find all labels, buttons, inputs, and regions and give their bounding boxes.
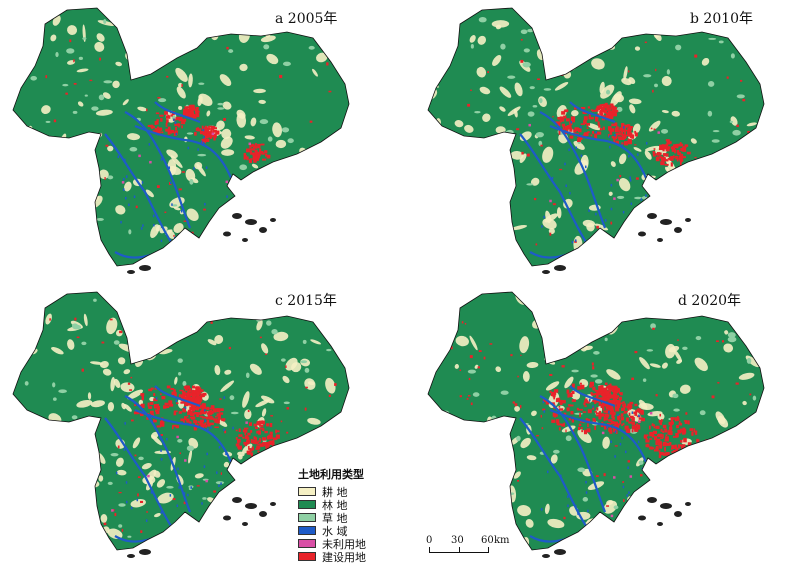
island <box>657 238 663 242</box>
scale-unit: km <box>494 535 510 546</box>
island <box>139 549 151 555</box>
map-panel-2020: d 2020年 <box>420 286 798 566</box>
land-use-map-2005 <box>12 7 350 274</box>
scale-tick-60: 60 <box>481 535 494 546</box>
region-boundary <box>427 7 765 267</box>
island <box>245 219 257 225</box>
legend-title: 土地利用类型 <box>298 468 364 481</box>
island <box>242 522 248 526</box>
legend-label: 耕 地 <box>322 485 348 499</box>
legend-label: 建设用地 <box>322 550 366 564</box>
legend-swatch <box>298 487 316 496</box>
island <box>242 238 248 242</box>
island <box>232 497 242 503</box>
island <box>127 554 135 558</box>
panel-label: c 2015年 <box>275 293 337 309</box>
island <box>674 511 682 517</box>
island <box>232 213 242 219</box>
legend-item-unused: 未利用地 <box>298 537 366 551</box>
island <box>638 231 646 237</box>
panel-label: a 2005年 <box>275 11 338 27</box>
legend-label: 未利用地 <box>322 537 366 551</box>
island <box>674 227 682 233</box>
map-panel-2015: c 2015年 <box>5 286 395 566</box>
map-panel-2005: a 2005年 <box>5 2 395 282</box>
scale-bar-tick <box>488 547 489 553</box>
legend-swatch <box>298 526 316 535</box>
scale-bar: 0 30 60 km <box>425 535 515 565</box>
island <box>685 218 691 222</box>
island <box>259 511 267 517</box>
island <box>542 270 550 274</box>
legend-label: 水 域 <box>322 524 348 538</box>
island <box>554 265 566 271</box>
scale-bar-tick <box>459 547 460 553</box>
island <box>270 218 276 222</box>
island <box>660 219 672 225</box>
island <box>554 549 566 555</box>
island <box>638 515 646 521</box>
legend-item-forest: 林 地 <box>298 498 366 512</box>
legend-item-cropland: 耕 地 <box>298 485 366 499</box>
legend: 土地利用类型 耕 地 林 地 草 地 水 域 未利用地 建设用地 <box>298 466 366 564</box>
island <box>245 503 257 509</box>
island <box>259 227 267 233</box>
legend-label: 林 地 <box>322 498 348 512</box>
land-use-map-2020 <box>427 291 765 558</box>
panel-label: d 2020年 <box>678 293 742 309</box>
legend-swatch <box>298 539 316 548</box>
legend-item-grassland: 草 地 <box>298 511 366 525</box>
region-boundary <box>12 7 350 267</box>
island <box>139 265 151 271</box>
panel-label: b 2010年 <box>690 11 754 27</box>
legend-swatch <box>298 513 316 522</box>
island <box>223 231 231 237</box>
island <box>647 213 657 219</box>
island <box>685 502 691 506</box>
island <box>127 270 135 274</box>
legend-swatch <box>298 500 316 509</box>
island <box>223 515 231 521</box>
land-use-map-2015 <box>12 291 350 558</box>
region-boundary <box>427 291 765 551</box>
land-use-map-2010 <box>427 7 765 274</box>
legend-item-water: 水 域 <box>298 524 366 538</box>
region-boundary <box>12 291 350 551</box>
island <box>647 497 657 503</box>
legend-label: 草 地 <box>322 511 348 525</box>
scale-tick-30: 30 <box>451 535 464 546</box>
island <box>660 503 672 509</box>
island <box>270 502 276 506</box>
scale-tick-0: 0 <box>426 535 433 546</box>
legend-item-built-up: 建设用地 <box>298 550 366 564</box>
island <box>657 522 663 526</box>
legend-swatch <box>298 552 316 561</box>
island <box>542 554 550 558</box>
map-panel-2010: b 2010年 <box>420 2 798 282</box>
scale-bar-tick <box>429 547 430 553</box>
